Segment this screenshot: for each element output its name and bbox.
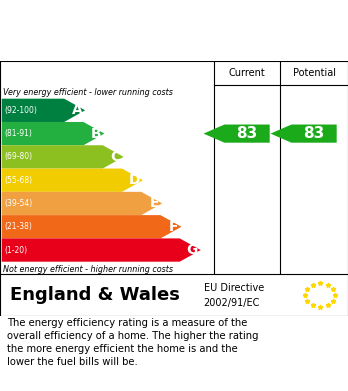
Text: The energy efficiency rating is a measure of the
overall efficiency of a home. T: The energy efficiency rating is a measur…	[7, 318, 259, 368]
Text: (69-80): (69-80)	[4, 152, 32, 161]
Text: C: C	[111, 150, 121, 164]
Text: G: G	[187, 243, 198, 257]
Text: D: D	[129, 173, 140, 187]
Polygon shape	[2, 145, 124, 169]
Text: (1-20): (1-20)	[4, 246, 27, 255]
Text: Current: Current	[229, 68, 266, 78]
Text: (81-91): (81-91)	[4, 129, 32, 138]
Text: Not energy efficient - higher running costs: Not energy efficient - higher running co…	[3, 265, 174, 274]
Text: (21-38): (21-38)	[4, 222, 32, 231]
Text: F: F	[169, 220, 179, 234]
Text: Potential: Potential	[293, 68, 335, 78]
Polygon shape	[2, 169, 143, 192]
Text: 83: 83	[303, 126, 325, 141]
Text: Energy Efficiency Rating: Energy Efficiency Rating	[10, 26, 232, 41]
Polygon shape	[2, 239, 201, 262]
Polygon shape	[204, 124, 270, 143]
Polygon shape	[2, 215, 181, 239]
Polygon shape	[2, 192, 162, 215]
Polygon shape	[2, 122, 104, 145]
Text: 2002/91/EC: 2002/91/EC	[204, 298, 260, 308]
Polygon shape	[2, 99, 85, 122]
Text: (92-100): (92-100)	[4, 106, 37, 115]
Text: (39-54): (39-54)	[4, 199, 32, 208]
Text: EU Directive: EU Directive	[204, 283, 264, 292]
Text: (55-68): (55-68)	[4, 176, 32, 185]
Text: E: E	[150, 196, 159, 210]
Text: Very energy efficient - lower running costs: Very energy efficient - lower running co…	[3, 88, 173, 97]
Text: B: B	[91, 127, 102, 141]
Text: 83: 83	[236, 126, 258, 141]
Text: England & Wales: England & Wales	[10, 286, 180, 304]
Polygon shape	[270, 124, 337, 143]
Text: A: A	[72, 103, 82, 117]
